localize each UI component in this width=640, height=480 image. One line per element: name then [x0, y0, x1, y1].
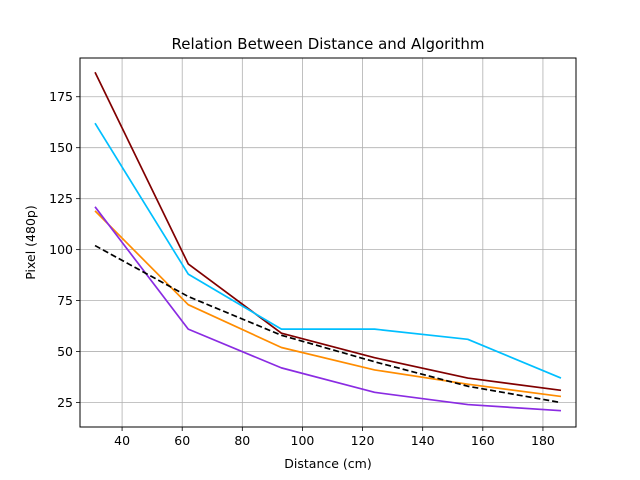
- series-line-1: [94, 71, 562, 392]
- y-tick-label: 175: [49, 89, 73, 104]
- x-axis-label: Distance (cm): [284, 456, 371, 471]
- series-line-2: [94, 122, 562, 379]
- x-tick-label: 80: [234, 433, 250, 448]
- y-tick-label: 50: [57, 344, 73, 359]
- x-tick-label: 60: [174, 433, 190, 448]
- chart-title: Relation Between Distance and Algorithm: [171, 35, 484, 53]
- y-tick-label: 25: [57, 395, 73, 410]
- x-tick-label: 100: [291, 433, 315, 448]
- series-lines: [94, 71, 562, 412]
- x-tick-label: 40: [114, 433, 130, 448]
- x-tick-label: 180: [531, 433, 555, 448]
- series-line-3: [94, 210, 562, 398]
- y-tick-label: 150: [49, 140, 73, 155]
- y-axis-label: Pixel (480p): [23, 205, 38, 279]
- x-tick-label: 120: [351, 433, 375, 448]
- y-tick-label: 125: [49, 191, 73, 206]
- series-line-4: [94, 206, 562, 412]
- x-tick-label: 140: [411, 433, 435, 448]
- series-line-5: [94, 244, 562, 404]
- y-tick-label: 75: [57, 293, 73, 308]
- grid: [80, 58, 576, 427]
- axis-ticks: 40 60 80 100 120 140 160 180 25 50 75 100 125 150 175: [49, 89, 555, 448]
- y-tick-label: 100: [49, 242, 73, 257]
- plot-frame: [79, 57, 577, 428]
- x-tick-label: 160: [471, 433, 495, 448]
